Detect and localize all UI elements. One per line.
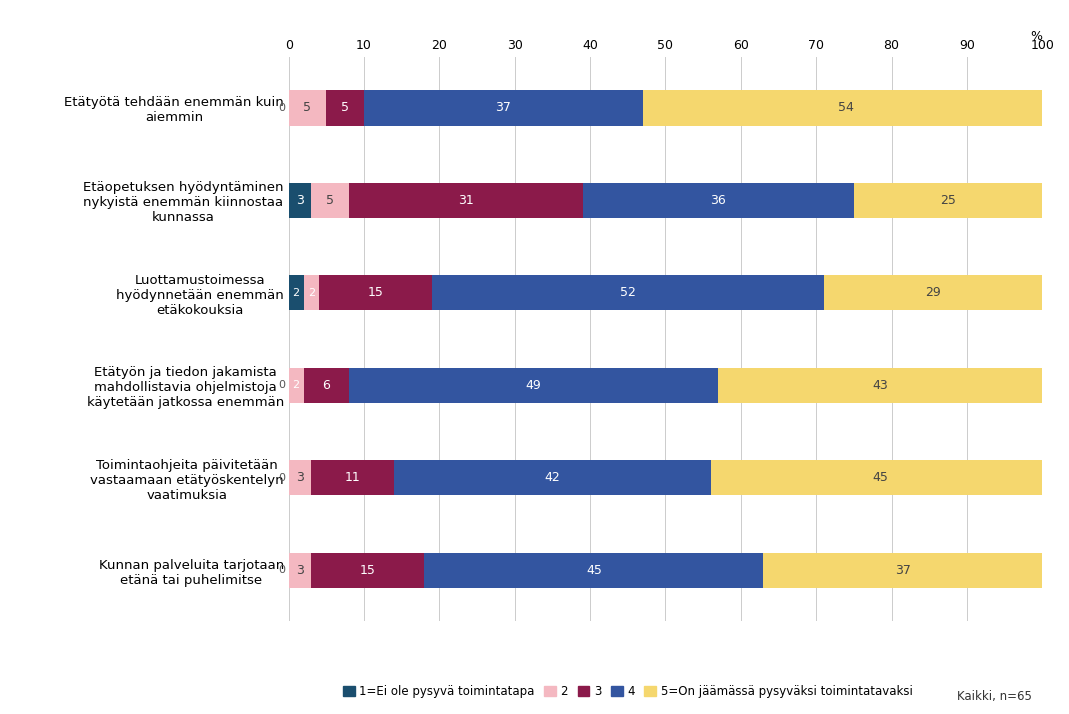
- Bar: [326, 91, 363, 126]
- Bar: [304, 368, 348, 403]
- Text: 0: 0: [278, 473, 284, 483]
- Text: 43: 43: [872, 379, 888, 392]
- Bar: [424, 553, 763, 588]
- Bar: [289, 553, 311, 588]
- Text: 0: 0: [278, 103, 284, 113]
- Bar: [289, 183, 311, 218]
- Text: 42: 42: [544, 471, 560, 484]
- Text: 52: 52: [620, 286, 636, 299]
- Bar: [348, 183, 583, 218]
- Text: 2: 2: [293, 288, 299, 298]
- Bar: [319, 276, 432, 311]
- Bar: [718, 368, 1042, 403]
- Text: %: %: [1031, 30, 1042, 43]
- Text: 5: 5: [341, 101, 350, 114]
- Bar: [854, 183, 1042, 218]
- Text: 3: 3: [296, 194, 304, 207]
- Bar: [289, 461, 311, 496]
- Bar: [289, 368, 304, 403]
- Text: 29: 29: [925, 286, 941, 299]
- Text: 36: 36: [710, 194, 726, 207]
- Bar: [311, 461, 394, 496]
- Text: 6: 6: [323, 379, 330, 392]
- Legend: 1=Ei ole pysyvä toimintatapa, 2, 3, 4, 5=On jäämässä pysyväksi toimintatavaksi: 1=Ei ole pysyvä toimintatapa, 2, 3, 4, 5…: [338, 680, 917, 703]
- Bar: [824, 276, 1042, 311]
- Text: 2: 2: [293, 381, 299, 391]
- Bar: [583, 183, 854, 218]
- Text: 54: 54: [838, 101, 854, 114]
- Text: 31: 31: [458, 194, 474, 207]
- Text: Kaikki, n=65: Kaikki, n=65: [957, 690, 1032, 703]
- Bar: [348, 368, 718, 403]
- Text: 5: 5: [326, 194, 335, 207]
- Text: 5: 5: [304, 101, 311, 114]
- Bar: [311, 183, 348, 218]
- Bar: [311, 553, 424, 588]
- Text: 15: 15: [368, 286, 384, 299]
- Bar: [394, 461, 711, 496]
- Text: 15: 15: [360, 564, 375, 577]
- Bar: [642, 91, 1050, 126]
- Text: 2: 2: [308, 288, 314, 298]
- Bar: [763, 553, 1042, 588]
- Text: 37: 37: [495, 101, 511, 114]
- Bar: [289, 91, 326, 126]
- Text: 37: 37: [895, 564, 911, 577]
- Bar: [363, 91, 642, 126]
- Text: 0: 0: [278, 565, 284, 575]
- Text: 49: 49: [526, 379, 541, 392]
- Text: 45: 45: [586, 564, 602, 577]
- Text: 0: 0: [278, 381, 284, 391]
- Bar: [289, 276, 304, 311]
- Bar: [711, 461, 1050, 496]
- Text: 45: 45: [872, 471, 888, 484]
- Text: 25: 25: [940, 194, 956, 207]
- Bar: [432, 276, 824, 311]
- Bar: [304, 276, 319, 311]
- Text: 11: 11: [345, 471, 360, 484]
- Text: 3: 3: [296, 471, 304, 484]
- Text: 3: 3: [296, 564, 304, 577]
